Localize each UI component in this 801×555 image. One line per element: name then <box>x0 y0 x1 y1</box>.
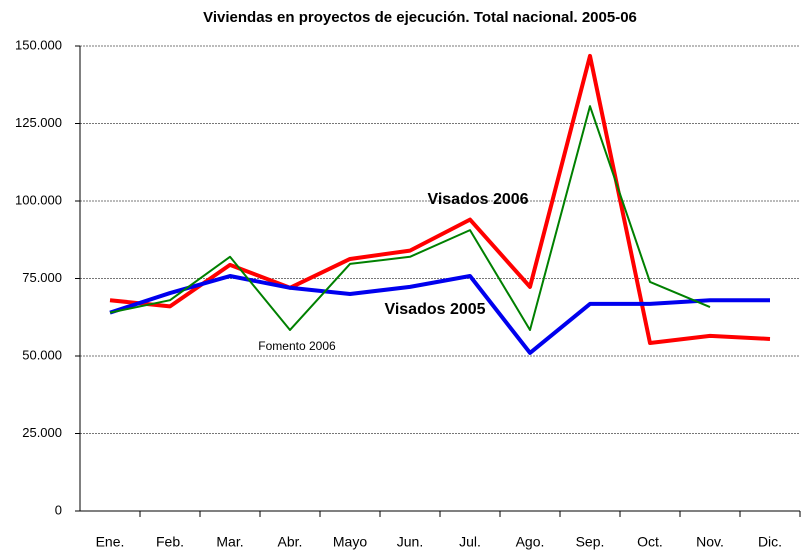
y-tick-label: 75.000 <box>22 270 62 285</box>
series-label: Visados 2006 <box>427 191 528 208</box>
series-line <box>109 53 771 345</box>
x-tick-label: Sep. <box>576 534 605 550</box>
x-tick-label: Nov. <box>696 534 724 550</box>
series-line <box>109 105 711 331</box>
y-tick-label: 125.000 <box>15 115 62 130</box>
series-label: Visados 2005 <box>384 301 485 318</box>
y-tick-label: 25.000 <box>22 425 62 440</box>
series-line <box>109 274 770 355</box>
y-tick-label: 50.000 <box>22 347 62 362</box>
y-tick-label: 0 <box>55 502 62 517</box>
x-tick-label: Dic. <box>758 534 782 550</box>
x-tick-label: Mayo <box>333 534 367 550</box>
x-tick-label: Ene. <box>96 534 125 550</box>
x-tick-label: Abr. <box>278 534 303 550</box>
y-tick-label: 100.000 <box>15 192 62 207</box>
x-tick-label: Ago. <box>516 534 545 550</box>
chart-title: Viviendas en proyectos de ejecución. Tot… <box>203 9 637 26</box>
x-tick-label: Jul. <box>459 534 481 550</box>
y-tick-label: 150.000 <box>15 37 62 52</box>
x-tick-label: Mar. <box>216 534 243 550</box>
x-tick-label: Jun. <box>397 534 423 550</box>
series-label: Fomento 2006 <box>258 339 336 353</box>
x-tick-label: Feb. <box>156 534 184 550</box>
x-tick-label: Oct. <box>637 534 663 550</box>
